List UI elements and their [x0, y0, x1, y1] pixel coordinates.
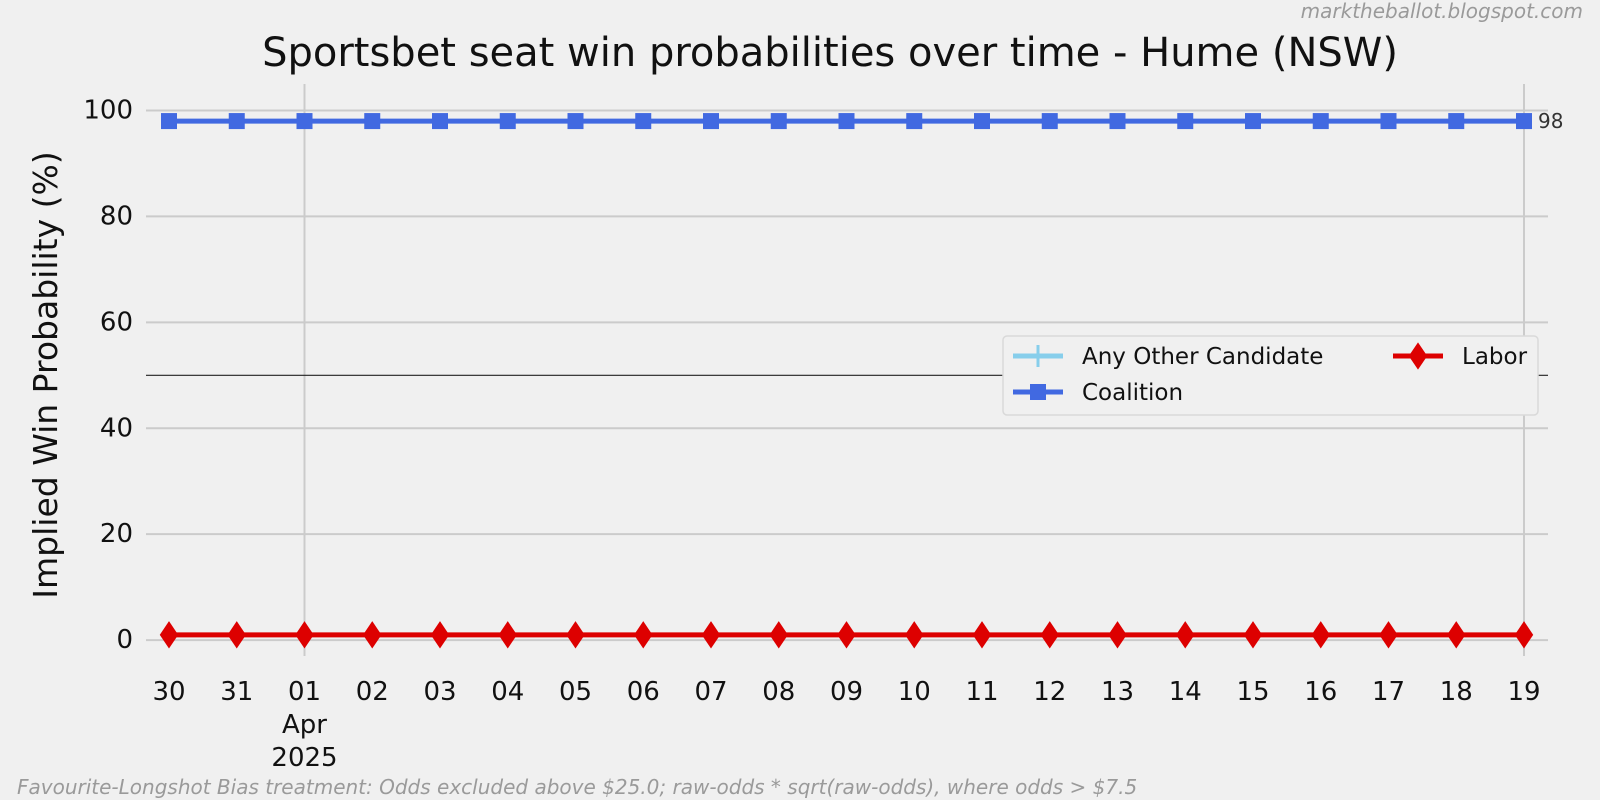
labor-point [1514, 621, 1534, 649]
labor-point [1447, 621, 1466, 649]
legend-item-any-other-candidate: Any Other Candidate [1013, 344, 1323, 370]
coalition-point [1177, 113, 1194, 130]
x-tick-label: 18 [1440, 677, 1473, 707]
x-tick-label: 01 [288, 677, 321, 707]
legend-item-labor: Labor [1393, 342, 1528, 370]
x-tick-label: 11 [965, 677, 998, 707]
labor-point [159, 621, 179, 649]
x-tick-label: 05 [559, 677, 592, 707]
x-tick-label: 09 [830, 677, 863, 707]
coalition-point [1245, 113, 1261, 130]
labor-point [1243, 621, 1263, 649]
coalition-point [635, 113, 652, 130]
coalition-point [364, 113, 381, 130]
labor-point [227, 621, 246, 649]
y-tick-label: 100 [83, 95, 133, 125]
labor-point [1108, 621, 1127, 649]
labor-point [1379, 621, 1398, 649]
labor-point [1040, 621, 1059, 649]
legend-label: Any Other Candidate [1082, 344, 1323, 370]
labor-point [701, 621, 721, 649]
coalition-point [1041, 113, 1058, 130]
y-tick-label: 40 [100, 413, 133, 443]
x-tick-label: 17 [1372, 677, 1405, 707]
labor-point [566, 621, 585, 649]
legend-item-coalition: Coalition [1013, 380, 1183, 406]
y-tick-label: 60 [100, 307, 133, 337]
coalition-point [1448, 113, 1465, 130]
labor-point [1176, 621, 1195, 649]
legend-label: Coalition [1082, 380, 1183, 406]
labor-point [363, 621, 382, 649]
x-tick-label: 31 [220, 677, 253, 707]
grid-layer [146, 84, 1548, 656]
y-axis-label: Implied Win Probability (%) [26, 151, 65, 598]
labor-point [837, 621, 856, 649]
x-tick-label: 06 [627, 677, 660, 707]
labor-point [972, 621, 992, 649]
watermark: marktheballot.blogspot.com [1301, 0, 1583, 23]
y-tick-label: 20 [100, 519, 133, 549]
x-tick-label: 03 [423, 677, 456, 707]
labor-point [769, 621, 788, 649]
x-tick-label: 16 [1304, 677, 1337, 707]
axis-layer: 0 20 40 60 80 100 30 31 01 02 03 04 05 06 07 08 09 10 11 12… [83, 95, 1563, 773]
x-tick-label: 02 [356, 677, 389, 707]
coalition-point [161, 113, 177, 130]
x-tick-label: 13 [1101, 677, 1134, 707]
legend: Any Other Candidate Labor Coalition [1002, 335, 1539, 416]
coalition-point [432, 113, 448, 130]
x-tick-label: 12 [1033, 677, 1066, 707]
coalition-point [296, 113, 313, 130]
x-tick-label: 08 [762, 677, 795, 707]
legend-marker [1030, 384, 1046, 400]
legend-marker [1408, 342, 1428, 370]
y-tick-label: 0 [116, 625, 133, 655]
x-tick-label: 14 [1169, 677, 1202, 707]
coalition-point [838, 113, 855, 130]
coalition-point [1516, 113, 1532, 130]
legend-label: Labor [1462, 344, 1528, 370]
coalition-point [703, 113, 719, 130]
x-tick-label: 07 [694, 677, 727, 707]
coalition-point [1380, 113, 1397, 130]
x-tick-label: 30 [152, 677, 185, 707]
labor-point [905, 621, 924, 649]
coalition-point [770, 113, 787, 130]
x-year-label: 2025 [271, 743, 337, 773]
coalition-point [567, 113, 584, 130]
chart-title: Sportsbet seat win probabilities over ti… [262, 30, 1398, 76]
coalition-point [1109, 113, 1126, 130]
x-tick-label: 15 [1236, 677, 1269, 707]
y-tick-label: 80 [100, 201, 133, 231]
x-tick-label: 10 [898, 677, 931, 707]
coalition-point [906, 113, 923, 130]
coalition-point [974, 113, 990, 130]
coalition-point [228, 113, 245, 130]
coalition-point [499, 113, 516, 130]
labor-point [1311, 621, 1330, 649]
legend-marker [1027, 345, 1049, 367]
x-tick-label: 19 [1507, 677, 1540, 707]
labor-point [634, 621, 653, 649]
x-tick-label: 04 [491, 677, 524, 707]
series-layer [159, 113, 1534, 649]
labor-point [295, 621, 314, 649]
labor-point [498, 621, 517, 649]
end-label-coalition: 98 [1538, 109, 1563, 133]
footnote: Favourite-Longshot Bias treatment: Odds … [17, 775, 1137, 799]
x-month-label: Apr [282, 710, 327, 740]
labor-point [430, 621, 450, 649]
coalition-point [1312, 113, 1329, 130]
